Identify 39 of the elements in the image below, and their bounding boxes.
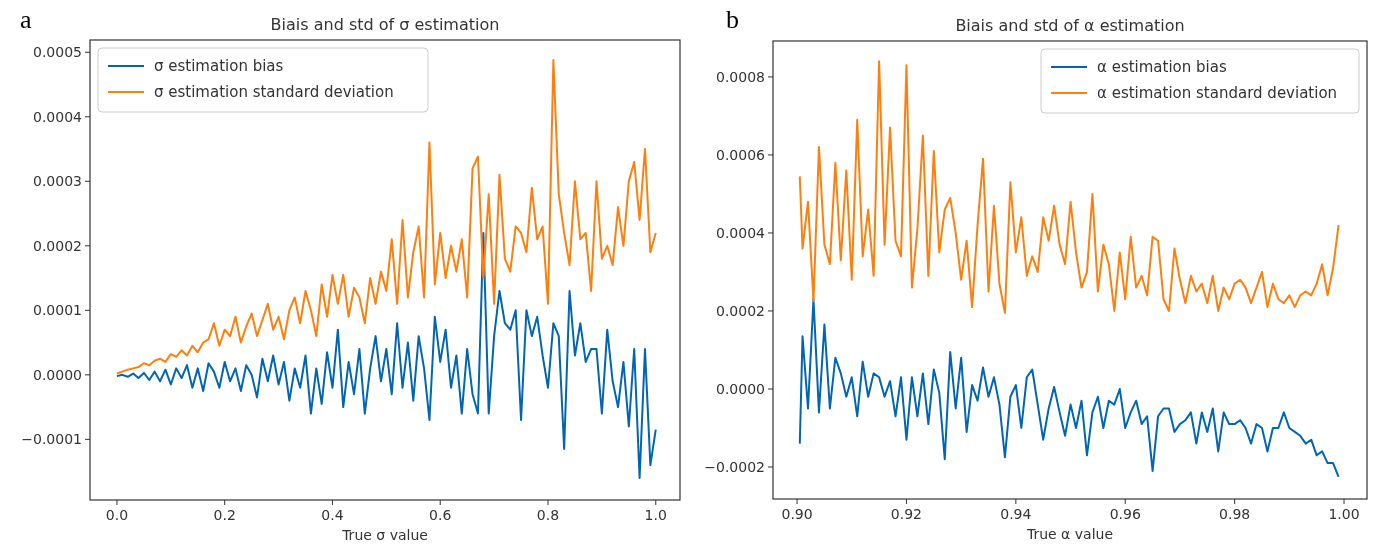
y-tick-label: 0.0004 xyxy=(33,108,83,125)
x-tick-label: 0.92 xyxy=(890,506,923,522)
line-series xyxy=(115,59,657,375)
x-tick-label: 0.8 xyxy=(536,507,560,523)
line-series xyxy=(798,60,1340,314)
y-tick-label: 0.0005 xyxy=(33,44,82,61)
x-tick-label: 0.6 xyxy=(429,507,452,523)
text: b xyxy=(726,5,739,34)
y-tick-label: 0.0004 xyxy=(716,224,766,241)
y-tick-label: 0.0008 xyxy=(716,68,765,85)
y-tick-label: 0.0002 xyxy=(33,237,82,254)
chart-title: Biais and std of α estimation xyxy=(955,16,1185,35)
x-tick-label: 0.90 xyxy=(781,506,813,522)
y-tick-label: 0.0001 xyxy=(33,302,82,319)
y-tick-label: −0.0001 xyxy=(21,431,82,448)
x-tick-label: 1.0 xyxy=(644,507,667,523)
line-series xyxy=(115,231,657,480)
y-tick-label: 0.0003 xyxy=(33,173,82,190)
x-tick-label: 0.4 xyxy=(321,507,344,523)
text: a xyxy=(20,5,32,34)
legend-label: α estimation standard deviation xyxy=(1097,84,1338,102)
x-tick-label: 0.2 xyxy=(213,507,236,523)
x-axis-title: True σ value xyxy=(341,527,428,543)
x-axis-title: True α value xyxy=(1025,526,1114,542)
chart-title: Biais and std of σ estimation xyxy=(270,15,500,34)
y-tick-label: 0.0002 xyxy=(716,302,765,319)
y-tick-label: 0.0000 xyxy=(716,380,765,397)
legend-label: σ estimation standard deviation xyxy=(154,83,394,101)
x-tick-label: 0.98 xyxy=(1219,506,1251,522)
y-tick-label: 0.0006 xyxy=(716,146,766,163)
x-tick-label: 0.96 xyxy=(1109,506,1141,522)
legend-label: α estimation bias xyxy=(1097,58,1227,76)
x-tick-label: 0.0 xyxy=(105,507,129,523)
line-series xyxy=(798,298,1340,478)
legend-label: σ estimation bias xyxy=(154,57,284,75)
y-tick-label: −0.0002 xyxy=(704,459,765,476)
x-tick-label: 0.94 xyxy=(1000,506,1032,522)
y-tick-label: 0.0000 xyxy=(33,366,82,383)
x-tick-label: 1.00 xyxy=(1328,506,1360,522)
